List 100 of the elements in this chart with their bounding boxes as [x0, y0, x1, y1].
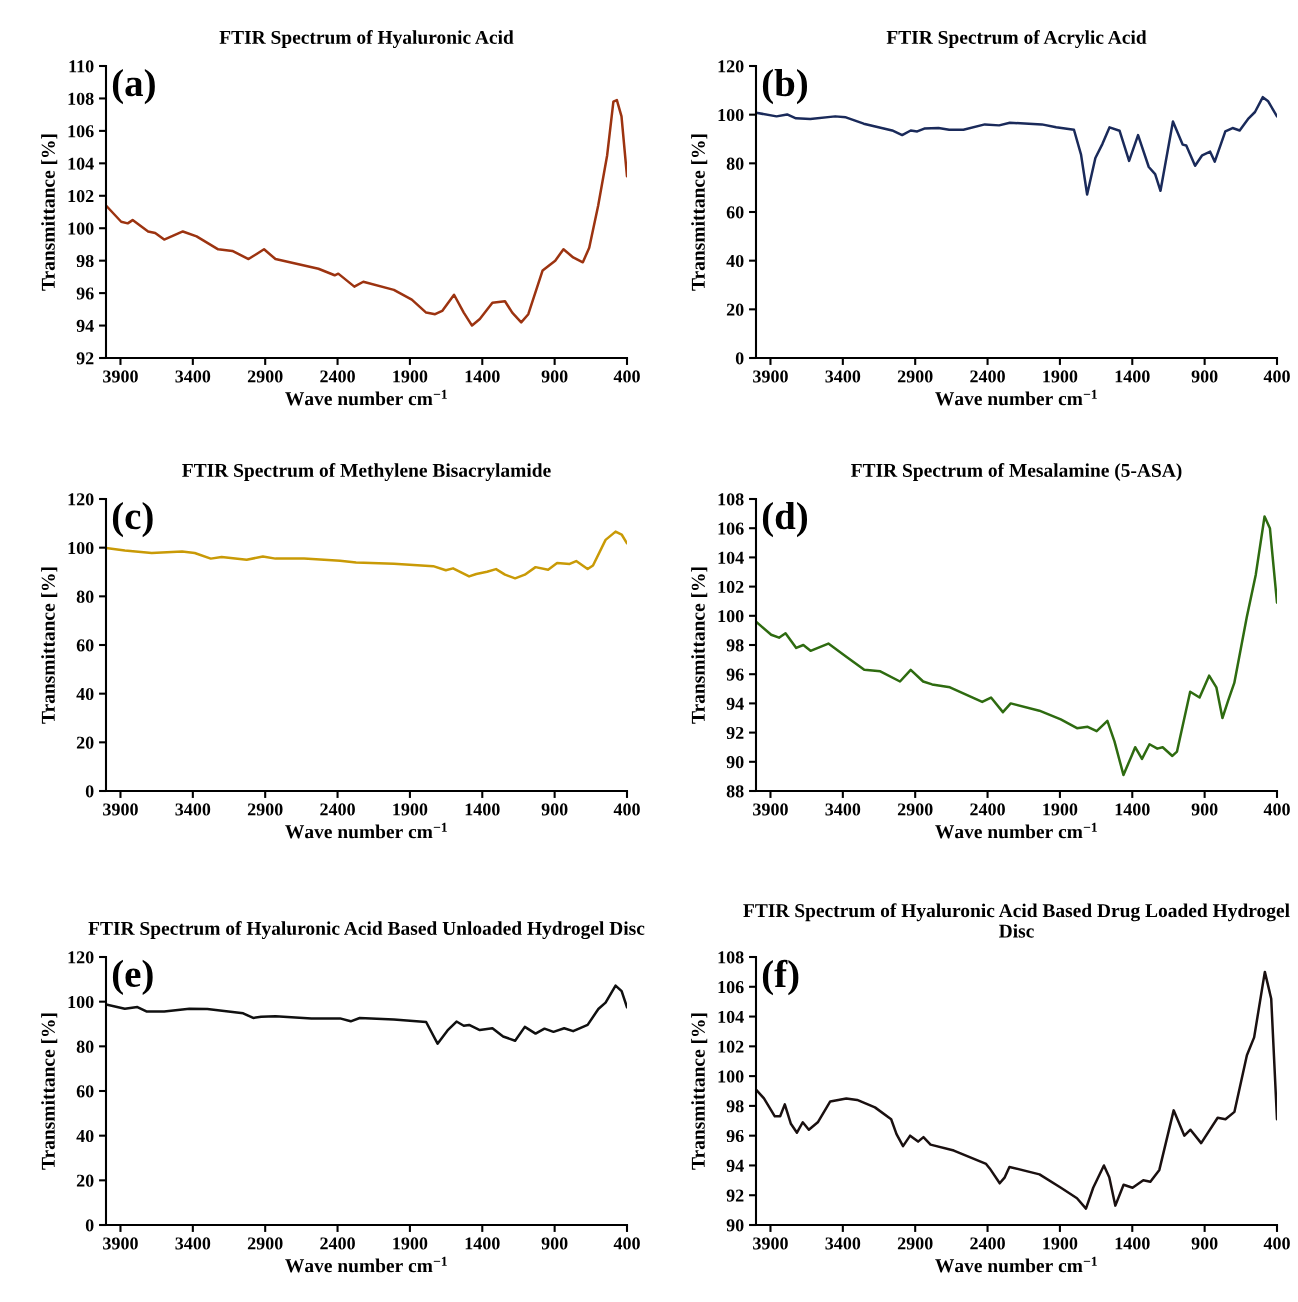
x-tick-label: 1900: [1043, 803, 1078, 816]
x-tick-label: 2400: [970, 803, 1005, 816]
y-tick-label: 92: [726, 1189, 744, 1202]
x-tick-label: 1400: [1115, 370, 1150, 383]
y-tick-label: 92: [76, 352, 94, 365]
x-tick-label: 2900: [897, 1237, 933, 1250]
x-tick-label: 400: [1263, 1237, 1290, 1250]
x-tick-label: 3400: [175, 1237, 211, 1250]
x-tick-label: 900: [541, 1237, 568, 1250]
chart-title: FTIR Spectrum of Methylene Bisacrylamide: [182, 463, 551, 481]
x-tick-label: 400: [613, 370, 640, 383]
y-tick-label: 110: [69, 60, 94, 73]
y-tick-label: 100: [718, 610, 744, 623]
x-axis-title: Wave number cm$^{−1}$: [285, 1256, 447, 1273]
chart-title: FTIR Spectrum of Hyaluronic Acid Based Unloaded Hydrogel Disc: [88, 921, 645, 940]
y-tick-label: 96: [76, 287, 94, 300]
x-tick-label: 2900: [247, 803, 283, 816]
y-tick-label: 108: [68, 92, 94, 105]
x-tick-label: 2400: [970, 1237, 1005, 1250]
x-tick-label: 3900: [753, 370, 788, 383]
x-tick-label: 3900: [753, 803, 788, 816]
x-tick-label: 1400: [1115, 1237, 1150, 1250]
y-axis-title: Transmittance [%]: [691, 1013, 708, 1170]
x-axis-title: Wave number cm$^{−1}$: [935, 1256, 1097, 1273]
y-tick-label: 40: [76, 1129, 94, 1143]
y-tick-label: 20: [726, 303, 744, 316]
x-tick-label: 1900: [393, 1237, 428, 1250]
y-tick-label: 106: [718, 981, 744, 994]
y-tick-label: 98: [76, 254, 94, 268]
y-tick-label: 40: [726, 254, 744, 268]
x-tick-label: 2400: [320, 803, 355, 816]
x-tick-label: 2900: [897, 370, 933, 383]
x-tick-label: 400: [613, 803, 640, 816]
y-axis-title: Transmittance [%]: [41, 567, 58, 724]
y-tick-label: 94: [726, 1159, 744, 1172]
x-tick-label: 1900: [393, 803, 428, 816]
x-tick-label: 900: [541, 370, 568, 383]
annotation: (a): [112, 68, 155, 105]
y-tick-label: 104: [718, 551, 744, 564]
x-tick-label: 3400: [825, 370, 861, 383]
y-tick-label: 20: [76, 736, 94, 749]
y-tick-label: 100: [68, 995, 94, 1009]
x-tick-label: 1400: [465, 1237, 500, 1250]
x-tick-label: 3400: [175, 370, 211, 383]
x-tick-label: 2400: [970, 370, 1005, 383]
x-tick-label: 1400: [465, 803, 500, 816]
y-tick-label: 92: [726, 726, 744, 740]
y-tick-label: 0: [735, 352, 744, 365]
x-axis-title: Wave number cm$^{−1}$: [935, 389, 1097, 406]
x-tick-label: 3900: [753, 1237, 788, 1250]
y-tick-label: 0: [85, 785, 94, 798]
y-axis-title: Transmittance [%]: [41, 134, 58, 291]
x-tick-label: 1900: [1043, 370, 1078, 383]
x-tick-label: 1900: [1043, 1237, 1078, 1250]
x-tick-label: 400: [613, 1237, 640, 1250]
y-tick-label: 20: [76, 1174, 94, 1187]
y-tick-label: 106: [68, 125, 94, 138]
y-tick-label: 120: [68, 951, 94, 964]
y-axis-title: Transmittance [%]: [691, 134, 708, 291]
y-tick-label: 96: [726, 1129, 744, 1143]
chart-title: FTIR Spectrum of Acrylic Acid: [886, 30, 1147, 48]
y-tick-label: 80: [76, 1040, 94, 1053]
y-tick-label: 0: [85, 1219, 94, 1232]
y-tick-label: 106: [718, 522, 744, 535]
y-tick-label: 40: [76, 687, 94, 701]
y-tick-label: 80: [726, 157, 744, 170]
x-tick-label: 2900: [247, 370, 283, 383]
y-tick-label: 98: [726, 639, 744, 652]
x-tick-label: 1900: [393, 370, 428, 383]
annotation: (c): [112, 501, 153, 538]
x-tick-label: 2900: [897, 803, 933, 816]
y-tick-label: 102: [718, 580, 744, 594]
y-tick-label: 98: [726, 1100, 744, 1113]
y-tick-label: 104: [718, 1010, 744, 1023]
y-tick-label: 102: [68, 190, 94, 203]
x-tick-label: 2400: [320, 1237, 355, 1250]
y-tick-label: 96: [726, 668, 744, 681]
x-axis-title: Wave number cm$^{−1}$: [285, 822, 447, 839]
x-axis-title: Wave number cm$^{−1}$: [935, 822, 1097, 839]
y-tick-label: 60: [726, 206, 744, 219]
y-axis-title: Transmittance [%]: [41, 1013, 58, 1170]
annotation: (d): [762, 501, 808, 538]
x-tick-label: 900: [541, 803, 568, 816]
x-tick-label: 400: [1263, 370, 1290, 383]
x-tick-label: 3900: [103, 370, 138, 383]
x-tick-label: 3900: [103, 1237, 138, 1250]
chart-title: FTIR Spectrum of Hyaluronic Acid: [219, 30, 514, 48]
annotation: (f): [762, 959, 799, 996]
y-axis-title: Transmittance [%]: [691, 567, 708, 724]
x-tick-label: 900: [1191, 803, 1218, 816]
x-tick-label: 3400: [175, 803, 211, 816]
y-tick-label: 104: [68, 157, 94, 170]
x-tick-label: 2900: [247, 1237, 283, 1250]
x-tick-label: 900: [1191, 370, 1218, 383]
x-tick-label: 3900: [103, 803, 138, 816]
y-tick-label: 100: [718, 108, 744, 122]
y-tick-label: 90: [726, 1219, 744, 1232]
y-tick-label: 100: [68, 541, 94, 555]
y-tick-label: 108: [718, 951, 744, 964]
x-axis-title: Wave number cm$^{−1}$: [285, 389, 447, 406]
